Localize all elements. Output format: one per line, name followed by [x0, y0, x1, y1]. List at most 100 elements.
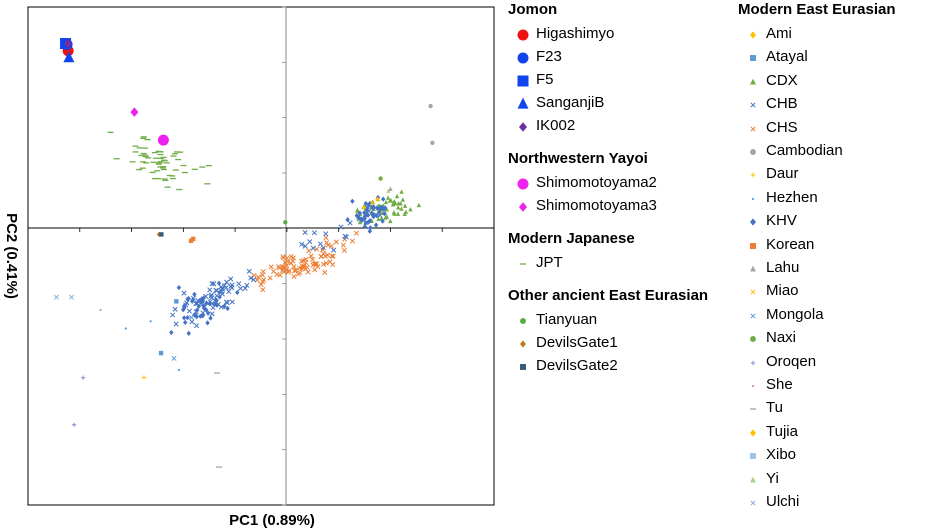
point-khv	[225, 305, 230, 312]
point-chs	[327, 259, 333, 265]
point-chs	[260, 287, 266, 293]
point-cdx	[395, 211, 401, 216]
plot-frame	[27, 6, 495, 506]
point-khv	[362, 224, 368, 230]
point-chs	[255, 274, 261, 280]
point-cdx	[390, 202, 396, 207]
point-khv	[370, 212, 375, 218]
point-khv	[198, 313, 203, 319]
legend-marker-icon	[517, 178, 529, 190]
point-mongola	[188, 314, 194, 320]
point-chs	[340, 242, 346, 248]
point-khv	[374, 205, 380, 211]
legend-group-title: Modern Japanese	[508, 230, 635, 247]
point-chb	[302, 229, 308, 236]
legend-item-label: Xibo	[766, 446, 797, 464]
point-chb	[200, 310, 206, 316]
point-chs	[285, 258, 291, 265]
point-chb	[307, 239, 313, 245]
legend-marker-icon	[750, 429, 756, 437]
legend-item-label: F5	[536, 71, 554, 88]
point-chs	[349, 238, 355, 244]
point-khv	[216, 280, 222, 286]
point-atayal	[158, 350, 164, 356]
point-chb	[244, 282, 250, 288]
point-chs	[288, 260, 294, 266]
point-chs	[291, 273, 297, 280]
point-chs	[251, 272, 257, 278]
point-chs	[276, 265, 283, 271]
point-khv	[370, 204, 375, 210]
point-chb	[246, 268, 252, 274]
point-cdx	[383, 199, 389, 205]
point-khv	[380, 218, 385, 224]
point-khv	[196, 303, 202, 309]
legend-marker-icon	[520, 318, 526, 324]
point-chb	[320, 245, 326, 251]
legend-marker-icon	[517, 52, 529, 64]
point-chs	[280, 264, 286, 270]
legend-marker-icon	[750, 313, 756, 319]
point-khv	[183, 319, 188, 326]
legend-marker-icon	[750, 453, 756, 460]
point-chb	[331, 247, 337, 253]
legend-item-label: SanganjiB	[536, 94, 605, 111]
point-khv	[169, 329, 174, 336]
legend-marker-icon	[517, 75, 529, 87]
legend-item-label: Mongola	[766, 305, 824, 323]
point-mongola	[171, 355, 177, 361]
data-points	[53, 38, 435, 468]
point-chb	[342, 233, 348, 239]
legend-marker-icon	[750, 265, 756, 272]
legend-marker-icon	[520, 364, 526, 370]
point-chs	[299, 266, 305, 272]
point-chb	[172, 306, 178, 312]
point-hezhen	[177, 368, 181, 372]
point-cdx	[357, 219, 363, 225]
point-chs	[303, 256, 309, 262]
point-chb	[347, 220, 353, 226]
point-chb	[237, 285, 244, 291]
point-miao	[369, 200, 375, 206]
legend-item-label: Ami	[766, 25, 792, 42]
point-korean	[190, 236, 196, 242]
legend-item-label: Yi	[766, 469, 779, 487]
point-khv	[364, 205, 370, 212]
point-khv	[367, 228, 373, 234]
point-cdx	[388, 197, 394, 203]
point-chs	[322, 269, 328, 276]
point-chb	[250, 277, 257, 283]
point-she	[99, 308, 102, 312]
point-cdx	[388, 218, 393, 224]
point-chb	[356, 216, 363, 222]
legend-item-label: DevilsGate1	[536, 334, 618, 351]
point-devilsgate2	[159, 232, 164, 237]
point-khv	[186, 330, 191, 337]
point-oroqen	[71, 422, 77, 427]
point-cdx	[384, 207, 389, 212]
legend-item-label: F23	[536, 48, 562, 65]
point-chb	[299, 241, 305, 247]
legend-marker-icon	[519, 122, 527, 132]
point-chs	[322, 253, 328, 259]
legend-group-title: Northwestern Yayoi	[508, 150, 648, 167]
point-khv	[357, 210, 363, 216]
point-chs	[324, 240, 330, 246]
point-chb	[207, 287, 213, 293]
point-ik002	[64, 38, 73, 49]
legend-item-label: Tujia	[766, 422, 798, 440]
point-chb	[209, 281, 215, 287]
point-cdx	[391, 209, 397, 215]
point-khv	[192, 291, 197, 298]
point-chb	[224, 300, 230, 306]
point-khv	[214, 297, 219, 304]
legend-marker-icon	[750, 360, 756, 365]
legend-marker-icon	[750, 149, 756, 155]
point-chs	[268, 264, 274, 270]
point-chb	[186, 308, 192, 314]
legend-marker-icon	[750, 289, 756, 295]
legend-item-label: Korean	[766, 235, 815, 253]
legend-item-label: Shimomotoyama3	[536, 197, 657, 214]
point-tianyuan	[283, 220, 288, 225]
point-chs	[277, 272, 283, 278]
